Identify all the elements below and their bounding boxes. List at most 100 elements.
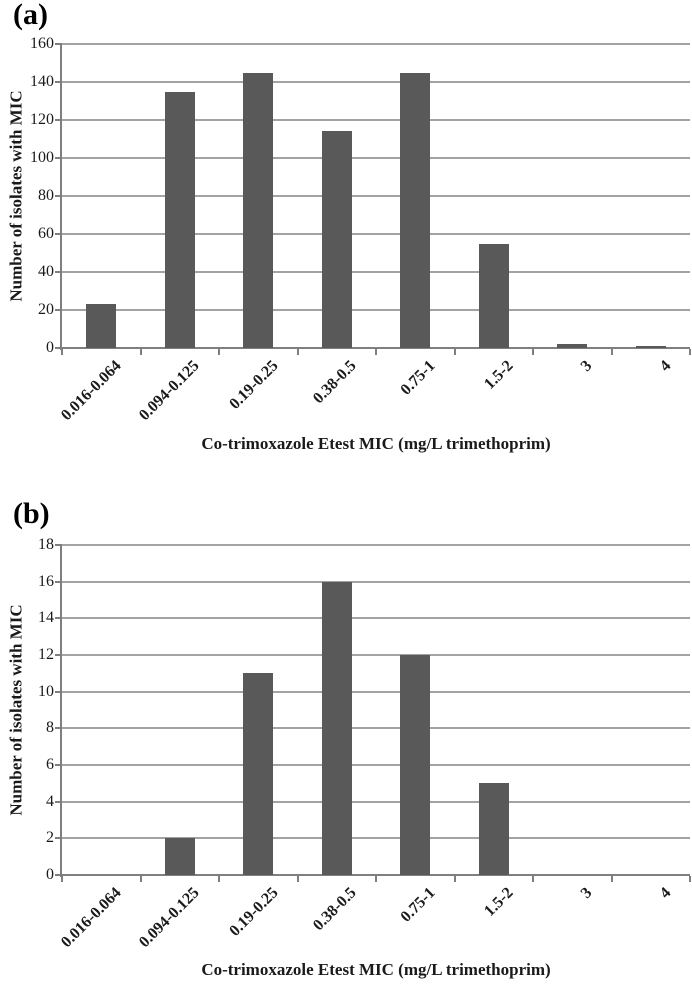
- panel-b-x-axis-title: Co-trimoxazole Etest MIC (mg/L trimethop…: [201, 960, 551, 979]
- panel-a-x-axis-title: Co-trimoxazole Etest MIC (mg/L trimethop…: [201, 434, 551, 453]
- gridline: [62, 617, 690, 620]
- y-axis-tick: [55, 233, 62, 235]
- x-axis-line: [60, 347, 690, 349]
- gridline: [62, 727, 690, 730]
- gridline: [62, 43, 690, 45]
- gridline: [62, 309, 690, 311]
- gridline: [62, 271, 690, 273]
- x-axis-line: [60, 874, 690, 876]
- y-axis-tick: [55, 271, 62, 273]
- bar-0.75-1: [400, 72, 431, 348]
- x-axis-tick: [61, 349, 63, 355]
- y-tick-label: 0: [46, 866, 54, 883]
- y-tick-label: 2: [46, 829, 54, 847]
- y-tick-label: 40: [38, 263, 54, 280]
- y-tick-label: 14: [38, 609, 54, 627]
- y-tick-label: 100: [30, 149, 54, 166]
- y-axis-tick: [55, 580, 62, 583]
- x-tick-label: 3: [577, 884, 596, 902]
- x-tick-label: 4: [656, 884, 675, 902]
- gridline: [62, 764, 690, 766]
- bar-1.5-2: [478, 243, 509, 348]
- x-axis-tick: [453, 349, 456, 355]
- y-axis-tick: [55, 654, 62, 656]
- x-tick-label: 1.5-2: [481, 884, 518, 920]
- gridline: [62, 119, 690, 121]
- x-axis-tick: [453, 876, 456, 882]
- x-axis-tick: [375, 876, 377, 882]
- x-tick-label: 3: [577, 357, 596, 375]
- y-axis-tick: [55, 874, 62, 876]
- x-tick-label: 0.75-1: [397, 884, 439, 926]
- bar-0.38-0.5: [321, 131, 352, 348]
- y-axis-tick: [55, 43, 62, 45]
- y-tick-label: 20: [38, 301, 54, 318]
- x-axis-tick: [689, 876, 691, 882]
- y-axis-tick: [55, 309, 62, 311]
- x-axis-tick: [218, 349, 220, 355]
- y-axis-tick: [55, 617, 62, 620]
- x-axis-tick: [61, 876, 63, 882]
- panel-b-y-axis-title: Number of isolates with MIC: [6, 604, 26, 816]
- bar-3: [557, 344, 588, 348]
- x-tick-label: 0.016-0.064: [57, 357, 125, 424]
- bar-0.38-0.5: [321, 581, 352, 875]
- bar-0.016-0.064: [86, 304, 117, 348]
- x-axis-tick: [610, 349, 613, 355]
- y-tick-label: 140: [30, 73, 54, 90]
- y-axis-line: [60, 545, 62, 877]
- y-tick-label: 18: [38, 536, 54, 553]
- x-tick-label: 0.19-0.25: [226, 884, 282, 940]
- y-tick-label: 6: [46, 756, 54, 773]
- y-tick-label: 10: [38, 682, 54, 700]
- x-tick-label: 0.094-0.125: [136, 884, 204, 951]
- y-axis-line: [60, 44, 62, 350]
- bar-1.5-2: [478, 783, 509, 875]
- gridline: [62, 837, 690, 840]
- x-axis-tick: [296, 349, 299, 355]
- y-tick-label: 8: [46, 719, 54, 737]
- y-tick-label: 0: [46, 339, 54, 356]
- y-axis-tick: [55, 800, 62, 803]
- y-tick-label: 120: [30, 111, 54, 128]
- x-tick-label: 0.38-0.5: [310, 884, 361, 935]
- gridline: [62, 544, 690, 546]
- bar-0.094-0.125: [164, 91, 195, 348]
- y-axis-tick: [55, 764, 62, 766]
- gridline: [62, 800, 690, 803]
- y-axis-tick: [55, 347, 62, 349]
- panel-a-label: (a): [13, 0, 48, 31]
- y-tick-label: 160: [30, 35, 54, 52]
- panel-b-label: (b): [13, 497, 50, 530]
- y-tick-label: 16: [38, 572, 54, 590]
- x-tick-label: 0.19-0.25: [226, 357, 282, 413]
- x-axis-tick: [139, 349, 142, 355]
- gridline: [62, 157, 690, 159]
- x-tick-label: 0.38-0.5: [310, 357, 361, 408]
- x-axis-tick: [532, 349, 534, 355]
- x-axis-tick: [689, 349, 691, 355]
- y-axis-tick: [55, 81, 62, 83]
- x-tick-label: 0.094-0.125: [136, 357, 204, 424]
- y-axis-tick: [55, 195, 62, 197]
- y-tick-label: 80: [38, 187, 54, 204]
- x-tick-label: 0.016-0.064: [57, 884, 125, 951]
- gridline: [62, 233, 690, 235]
- x-axis-tick: [218, 876, 220, 882]
- gridline: [62, 81, 690, 83]
- gridline: [62, 654, 690, 656]
- bar-0.75-1: [400, 655, 431, 875]
- y-axis-tick: [55, 690, 62, 693]
- y-axis-tick: [55, 544, 62, 546]
- gridline: [62, 580, 690, 583]
- x-axis-tick: [296, 876, 299, 882]
- x-tick-label: 0.75-1: [397, 357, 439, 399]
- y-axis-tick: [55, 837, 62, 840]
- x-tick-label: 1.5-2: [481, 357, 518, 393]
- x-axis-tick: [139, 876, 142, 882]
- x-axis-tick: [610, 876, 613, 882]
- bar-4: [635, 346, 666, 348]
- gridline: [62, 690, 690, 693]
- y-tick-label: 12: [38, 646, 54, 663]
